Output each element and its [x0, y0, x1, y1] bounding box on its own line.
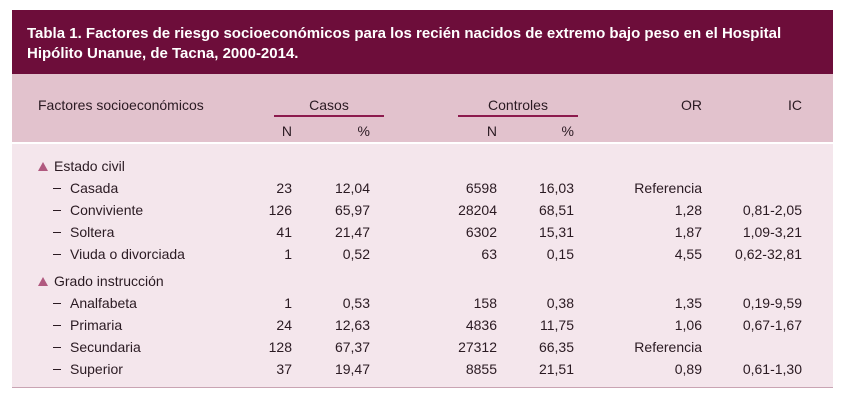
- casos-n: 128: [268, 339, 292, 355]
- triangle-marker-icon: [38, 277, 48, 286]
- casos-underline: [274, 115, 384, 117]
- controles-pct: 0,38: [546, 295, 574, 311]
- controles-n: 158: [473, 295, 497, 311]
- table-body: Estado civil Casada 23 12,04 6598 16,03 …: [12, 144, 833, 387]
- ic-value: 0,62-32,81: [735, 246, 802, 262]
- or-value: Referencia: [634, 180, 702, 196]
- table-title-bar: Tabla 1. Factores de riesgo socioeconómi…: [12, 10, 833, 74]
- row-label-text: Conviviente: [70, 202, 144, 218]
- data-table: Tabla 1. Factores de riesgo socioeconómi…: [12, 10, 833, 388]
- casos-pct: 12,04: [334, 180, 370, 196]
- row-label: Viuda o divorciada: [53, 245, 185, 263]
- controles-pct: 16,03: [538, 180, 574, 196]
- ic-value: 0,67-1,67: [742, 317, 802, 333]
- group-grado-instruccion: Grado instrucción: [38, 272, 164, 290]
- controles-n: 63: [481, 246, 497, 262]
- dash-icon: [53, 325, 61, 326]
- controles-n: 6598: [465, 180, 497, 196]
- row-label-text: Analfabeta: [70, 295, 137, 311]
- controles-n: 28204: [458, 202, 497, 218]
- row-label-text: Primaria: [70, 317, 123, 333]
- dash-icon: [53, 369, 61, 370]
- dash-icon: [53, 347, 61, 348]
- row-label: Casada: [53, 179, 118, 197]
- controles-underline: [458, 115, 578, 117]
- header-controles-n: N: [486, 123, 497, 139]
- casos-pct: 19,47: [334, 361, 370, 377]
- dash-icon: [53, 303, 61, 304]
- header-factores: Factores socioeconómicos: [38, 97, 204, 113]
- casos-n: 23: [276, 180, 292, 196]
- or-value: 1,35: [674, 295, 702, 311]
- casos-n: 41: [276, 224, 292, 240]
- row-label-text: Soltera: [70, 224, 115, 240]
- table-header: Factores socioeconómicos Casos Controles…: [12, 74, 833, 142]
- dash-icon: [53, 232, 61, 233]
- row-label: Secundaria: [53, 338, 141, 356]
- dash-icon: [53, 210, 61, 211]
- row-label: Superior: [53, 360, 123, 378]
- casos-pct: 67,37: [334, 339, 370, 355]
- group-label: Estado civil: [54, 158, 125, 174]
- row-label: Soltera: [53, 223, 114, 241]
- header-controles-pct: %: [561, 123, 574, 139]
- header-separator: [12, 142, 833, 144]
- ic-value: 0,81-2,05: [742, 202, 802, 218]
- casos-n: 37: [276, 361, 292, 377]
- or-value: 1,87: [674, 224, 702, 240]
- dash-icon: [53, 188, 61, 189]
- controles-pct: 15,31: [538, 224, 574, 240]
- controles-pct: 11,75: [540, 317, 574, 333]
- casos-n: 1: [284, 295, 292, 311]
- controles-n: 8855: [465, 361, 497, 377]
- header-casos-n: N: [281, 123, 292, 139]
- header-casos: Casos: [309, 97, 349, 113]
- header-casos-pct: %: [357, 123, 370, 139]
- casos-n: 126: [268, 202, 292, 218]
- row-label: Conviviente: [53, 201, 143, 219]
- row-label: Primaria: [53, 316, 122, 334]
- casos-pct: 0,52: [342, 246, 370, 262]
- controles-pct: 68,51: [538, 202, 574, 218]
- casos-pct: 65,97: [334, 202, 370, 218]
- row-label-text: Superior: [70, 361, 123, 377]
- casos-pct: 21,47: [334, 224, 370, 240]
- casos-n: 1: [284, 246, 292, 262]
- group-label: Grado instrucción: [54, 273, 164, 289]
- casos-pct: 0,53: [342, 295, 370, 311]
- triangle-marker-icon: [38, 162, 48, 171]
- ic-value: 0,61-1,30: [742, 361, 802, 377]
- controles-n: 4836: [465, 317, 497, 333]
- or-value: 1,06: [674, 317, 702, 333]
- casos-pct: 12,63: [334, 317, 370, 333]
- dash-icon: [53, 254, 61, 255]
- controles-pct: 0,15: [546, 246, 574, 262]
- ic-value: 0,19-9,59: [742, 295, 802, 311]
- controles-pct: 21,51: [538, 361, 574, 377]
- ic-value: 1,09-3,21: [742, 224, 802, 240]
- controles-pct: 66,35: [538, 339, 574, 355]
- header-ic: IC: [788, 97, 802, 113]
- or-value: Referencia: [634, 339, 702, 355]
- or-value: 4,55: [674, 246, 702, 262]
- controles-n: 27312: [458, 339, 497, 355]
- row-label-text: Secundaria: [70, 339, 141, 355]
- controles-n: 6302: [465, 224, 497, 240]
- or-value: 0,89: [674, 361, 702, 377]
- row-label: Analfabeta: [53, 294, 137, 312]
- group-estado-civil: Estado civil: [38, 157, 125, 175]
- table-bottom-rule: [12, 387, 833, 388]
- table-title: Tabla 1. Factores de riesgo socioeconómi…: [27, 25, 782, 62]
- header-or: OR: [681, 97, 702, 113]
- row-label-text: Casada: [70, 180, 119, 196]
- row-label-text: Viuda o divorciada: [70, 246, 185, 262]
- casos-n: 24: [276, 317, 292, 333]
- header-controles: Controles: [488, 97, 548, 113]
- or-value: 1,28: [674, 202, 702, 218]
